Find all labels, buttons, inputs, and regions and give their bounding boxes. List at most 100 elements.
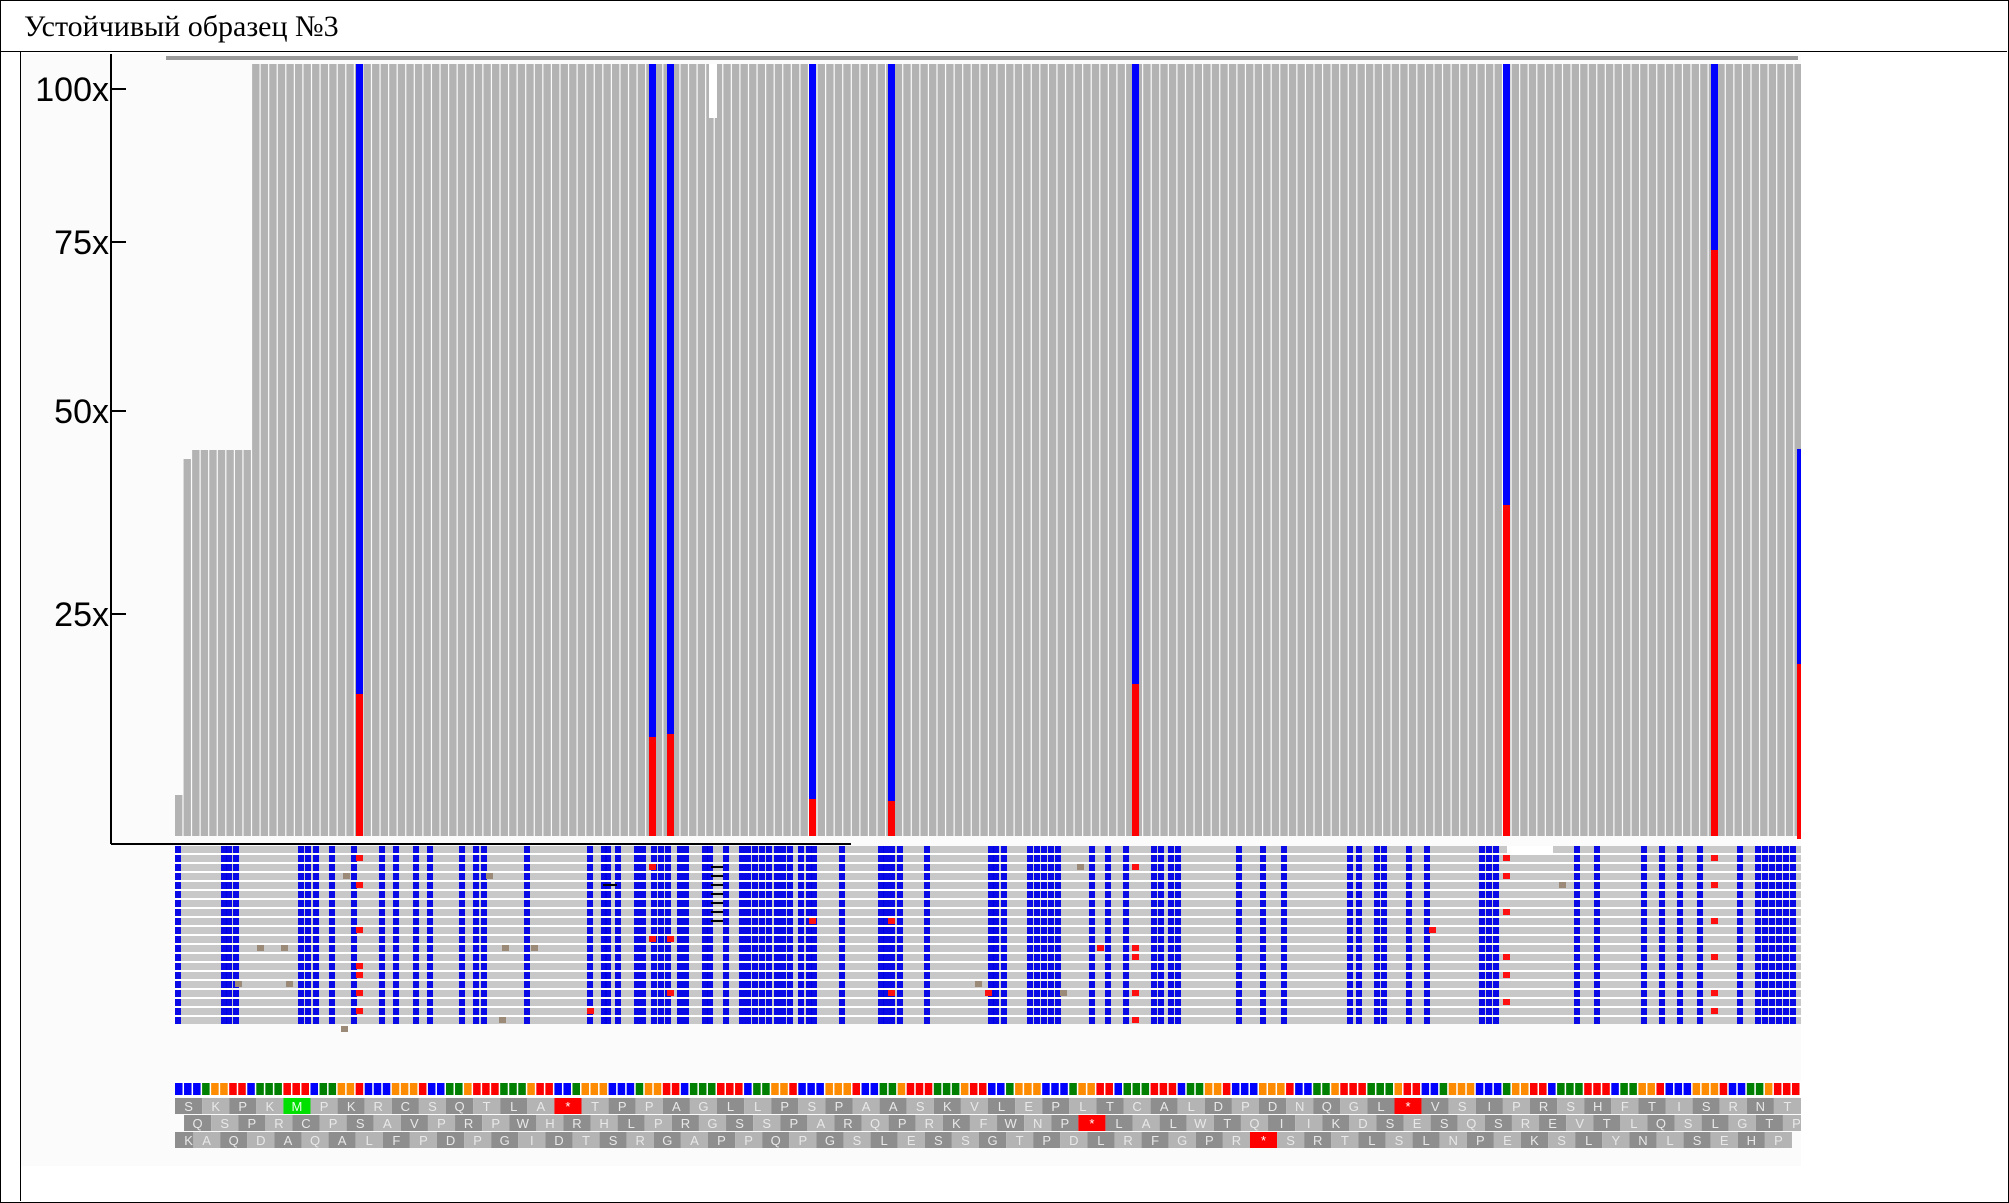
coverage-bar[interactable]	[380, 64, 389, 836]
coverage-bar[interactable]	[1366, 64, 1374, 836]
coverage-bar[interactable]	[1083, 64, 1091, 836]
coverage-bar[interactable]	[1263, 64, 1271, 836]
mismatch-red[interactable]	[356, 972, 363, 978]
coverage-bar[interactable]	[1031, 64, 1040, 836]
mismatch-red[interactable]	[667, 990, 674, 996]
coverage-bar[interactable]	[500, 64, 508, 836]
coverage-bar[interactable]	[1014, 64, 1023, 836]
coverage-bar[interactable]	[217, 450, 226, 836]
coverage-bar[interactable]	[1254, 64, 1262, 836]
coverage-bar[interactable]	[1683, 64, 1691, 836]
coverage-bar[interactable]	[1057, 64, 1065, 836]
coverage-bar[interactable]	[920, 64, 928, 836]
coverage-bar[interactable]	[774, 64, 783, 836]
coverage-bar[interactable]	[440, 64, 448, 836]
coverage-bar[interactable]	[1074, 64, 1083, 836]
coverage-bar[interactable]	[1237, 64, 1245, 836]
coverage-bar[interactable]	[611, 64, 620, 836]
mismatch-red[interactable]	[1711, 855, 1718, 861]
coverage-bar[interactable]	[234, 450, 243, 836]
mismatch-red[interactable]	[1132, 1017, 1139, 1023]
allele-bar-red[interactable]	[1711, 250, 1718, 836]
mismatch-red[interactable]	[649, 936, 656, 942]
coverage-bar[interactable]	[175, 795, 183, 836]
mismatch-red[interactable]	[356, 882, 363, 888]
coverage-bar[interactable]	[560, 64, 568, 836]
coverage-bar[interactable]	[706, 64, 714, 836]
coverage-bar[interactable]	[749, 64, 757, 836]
coverage-bar[interactable]	[1605, 64, 1614, 836]
coverage-bar[interactable]	[740, 64, 748, 836]
coverage-bar[interactable]	[1631, 64, 1639, 836]
coverage-bar[interactable]	[997, 64, 1005, 836]
genome-viewer[interactable]: 100x 75x 50x 25x S K P K M P K R C S Q T L A * T P P A G L L P…	[21, 54, 1801, 1166]
coverage-bar[interactable]	[209, 450, 217, 836]
mismatch-red[interactable]	[809, 918, 816, 924]
coverage-bar[interactable]	[1091, 64, 1100, 836]
coverage-bar[interactable]	[534, 64, 543, 836]
coverage-bar[interactable]	[1340, 64, 1348, 836]
coverage-bar[interactable]	[629, 64, 637, 836]
coverage-bar[interactable]	[509, 64, 517, 836]
coverage-bar[interactable]	[226, 450, 234, 836]
coverage-bar[interactable]	[1143, 64, 1151, 836]
coverage-bar[interactable]	[1743, 64, 1751, 836]
mismatch-red[interactable]	[1711, 1008, 1718, 1014]
coverage-bar[interactable]	[1494, 64, 1502, 836]
coverage-bar[interactable]	[269, 64, 277, 836]
coverage-bar[interactable]	[1597, 64, 1605, 836]
coverage-bar[interactable]	[329, 64, 337, 836]
coverage-bar[interactable]	[1451, 64, 1460, 836]
mismatch-red[interactable]	[1711, 918, 1718, 924]
coverage-bar[interactable]	[1623, 64, 1631, 836]
allele-bar-red[interactable]	[649, 737, 656, 836]
coverage-bar[interactable]	[577, 64, 586, 836]
coverage-bar[interactable]	[1374, 64, 1382, 836]
allele-bar-red[interactable]	[1132, 684, 1139, 836]
coverage-bar[interactable]	[1777, 64, 1785, 836]
allele-bar-red[interactable]	[888, 801, 895, 836]
coverage-bar[interactable]	[543, 64, 551, 836]
mismatch-red[interactable]	[1132, 945, 1139, 951]
mismatch-red[interactable]	[1429, 927, 1436, 933]
coverage-bar[interactable]	[1126, 64, 1134, 836]
coverage-bar[interactable]	[586, 64, 594, 836]
coverage-bar[interactable]	[671, 64, 680, 836]
mismatch-red[interactable]	[1503, 999, 1510, 1005]
coverage-bar[interactable]	[654, 64, 663, 836]
allele-bar-blue[interactable]	[1132, 64, 1139, 684]
coverage-bar[interactable]	[526, 64, 534, 836]
coverage-bar[interactable]	[277, 64, 286, 836]
mismatch-red[interactable]	[1132, 954, 1139, 960]
coverage-bar[interactable]	[1383, 64, 1391, 836]
coverage-bar[interactable]	[294, 64, 303, 836]
mismatch-red[interactable]	[1711, 882, 1718, 888]
coverage-bar[interactable]	[971, 64, 980, 836]
coverage-bar[interactable]	[843, 64, 851, 836]
coverage-bar[interactable]	[783, 64, 791, 836]
mismatch-red[interactable]	[649, 864, 656, 870]
coverage-bar[interactable]	[1151, 64, 1160, 836]
coverage-bar[interactable]	[457, 64, 466, 836]
coverage-bar[interactable]	[1048, 64, 1057, 836]
coverage-bar[interactable]	[337, 64, 346, 836]
coverage-bar[interactable]	[603, 64, 611, 836]
allele-bar-red[interactable]	[1503, 505, 1510, 836]
coverage-bar[interactable]	[1545, 64, 1554, 836]
mismatch-red[interactable]	[1503, 855, 1510, 861]
coverage-bar[interactable]	[1271, 64, 1280, 836]
coverage-bar[interactable]	[1348, 64, 1357, 836]
coverage-bar[interactable]	[1306, 64, 1314, 836]
coverage-bar[interactable]	[346, 64, 354, 836]
allele-bar-blue[interactable]	[809, 64, 816, 799]
coverage-bar[interactable]	[474, 64, 483, 836]
coverage-bar[interactable]	[1211, 64, 1220, 836]
coverage-bar[interactable]	[1323, 64, 1331, 836]
allele-bar-blue[interactable]	[667, 64, 674, 734]
coverage-bar[interactable]	[492, 64, 500, 836]
coverage-bar[interactable]	[1725, 64, 1734, 836]
coverage-bar[interactable]	[791, 64, 800, 836]
allele-bar-blue[interactable]	[356, 64, 363, 694]
coverage-bar[interactable]	[954, 64, 963, 836]
coverage-bar[interactable]	[1117, 64, 1125, 836]
